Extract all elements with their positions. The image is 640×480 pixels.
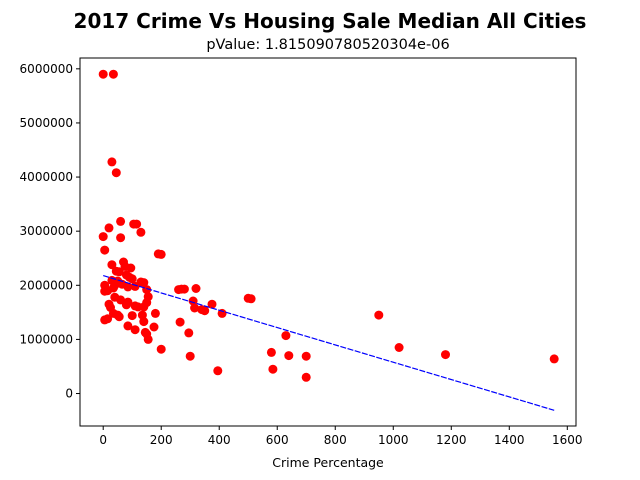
data-point bbox=[100, 286, 110, 296]
data-point bbox=[217, 308, 227, 318]
x-tick-label: 800 bbox=[324, 433, 347, 447]
chart-title: 2017 Crime Vs Housing Sale Median All Ci… bbox=[74, 9, 587, 33]
data-point bbox=[191, 284, 201, 293]
data-point bbox=[374, 310, 384, 320]
data-point bbox=[116, 233, 126, 243]
data-point bbox=[123, 321, 133, 331]
data-point bbox=[98, 232, 108, 242]
data-point bbox=[114, 267, 124, 277]
data-point bbox=[184, 328, 194, 338]
data-point bbox=[143, 334, 153, 344]
data-point bbox=[200, 306, 210, 316]
data-point bbox=[156, 344, 166, 354]
data-point bbox=[130, 325, 140, 335]
data-point bbox=[123, 282, 133, 292]
x-tick-label: 400 bbox=[208, 433, 231, 447]
data-point bbox=[132, 219, 142, 229]
x-tick-label: 1000 bbox=[378, 433, 409, 447]
data-point bbox=[175, 317, 185, 327]
data-point bbox=[130, 281, 140, 291]
data-point bbox=[127, 311, 137, 321]
data-point bbox=[284, 351, 294, 361]
plot-area bbox=[98, 69, 559, 411]
data-point bbox=[185, 351, 195, 361]
data-point bbox=[190, 303, 200, 313]
y-tick-label: 5000000 bbox=[20, 116, 73, 130]
data-point bbox=[301, 351, 311, 361]
data-point bbox=[139, 317, 149, 327]
data-point bbox=[111, 168, 121, 178]
data-point bbox=[188, 296, 198, 306]
data-point bbox=[140, 327, 150, 337]
regression-line bbox=[103, 275, 555, 411]
x-tick-label: 200 bbox=[150, 433, 173, 447]
data-point bbox=[104, 223, 114, 233]
data-point bbox=[127, 274, 137, 284]
x-tick-label: 1400 bbox=[494, 433, 525, 447]
x-tick-label: 600 bbox=[266, 433, 289, 447]
data-point bbox=[116, 216, 126, 226]
data-point bbox=[301, 372, 311, 382]
y-axis: 0 1000000 2000000 3000000 4000000 5000000 6000… bbox=[20, 62, 80, 401]
data-point bbox=[268, 364, 278, 374]
data-point bbox=[281, 331, 291, 341]
data-point bbox=[179, 284, 189, 294]
data-point bbox=[149, 322, 159, 332]
x-tick-label: 0 bbox=[99, 433, 107, 447]
data-point bbox=[107, 260, 117, 270]
data-point bbox=[142, 298, 152, 308]
data-point bbox=[107, 157, 117, 167]
data-point bbox=[98, 69, 108, 79]
data-point bbox=[207, 299, 217, 309]
y-tick-label: 3000000 bbox=[20, 224, 73, 238]
data-point bbox=[213, 366, 223, 376]
data-point bbox=[150, 308, 160, 318]
data-point bbox=[126, 263, 136, 273]
x-axis-label: Crime Percentage bbox=[272, 455, 384, 470]
data-point bbox=[549, 354, 559, 364]
x-axis: 0 200 400 600 800 1000 1200 1400 1600 bbox=[99, 426, 583, 447]
data-point bbox=[121, 300, 131, 310]
data-point bbox=[156, 249, 166, 259]
data-point bbox=[100, 315, 110, 325]
data-point bbox=[441, 350, 450, 360]
y-tick-label: 6000000 bbox=[20, 62, 73, 76]
data-point bbox=[394, 343, 404, 352]
data-point bbox=[266, 347, 276, 357]
plot-frame bbox=[79, 57, 577, 427]
y-tick-label: 4000000 bbox=[20, 170, 73, 184]
data-point bbox=[100, 245, 110, 255]
x-tick-label: 1200 bbox=[436, 433, 467, 447]
y-tick-label: 1000000 bbox=[20, 332, 73, 346]
x-tick-label: 1600 bbox=[552, 433, 583, 447]
data-point bbox=[108, 69, 118, 79]
y-tick-label: 0 bbox=[65, 387, 73, 401]
chart-subtitle: pValue: 1.815090780520304e-06 bbox=[206, 37, 449, 53]
data-point bbox=[136, 227, 146, 237]
y-tick-label: 2000000 bbox=[20, 278, 73, 292]
data-point bbox=[246, 294, 256, 304]
data-point bbox=[114, 312, 124, 322]
data-point bbox=[139, 278, 149, 288]
